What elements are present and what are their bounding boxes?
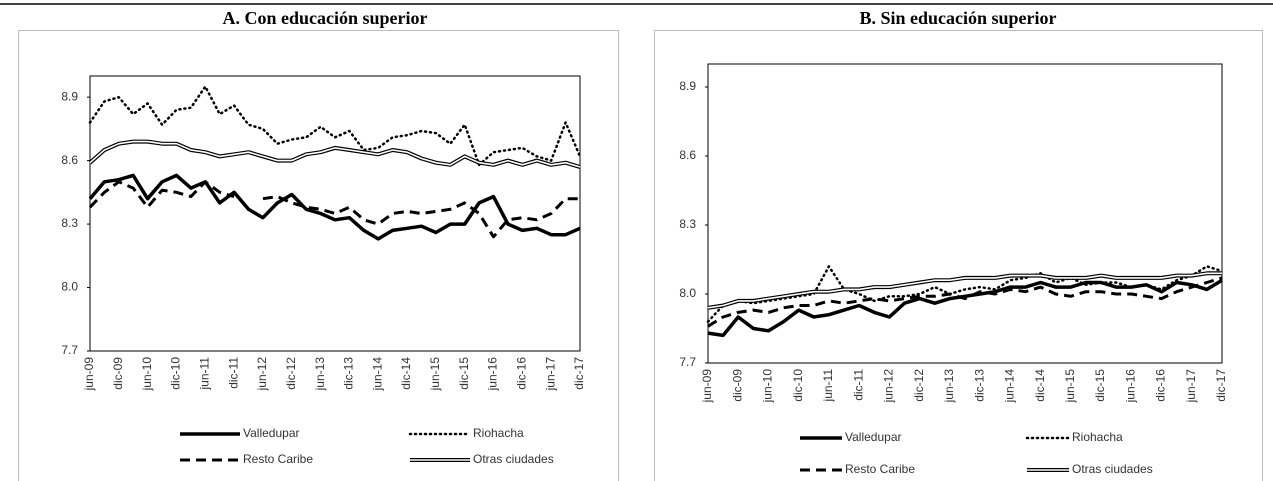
x-tick-label: jun-09 [700, 369, 714, 404]
series-line [88, 139, 581, 169]
legend-label: Otras ciudades [1072, 462, 1153, 476]
x-tick-label: jun-09 [82, 357, 96, 392]
x-tick-label: jun-16 [1123, 369, 1137, 404]
legend-label: Valledupar [243, 426, 299, 440]
x-tick-label: dic-12 [284, 357, 298, 390]
x-tick-label: dic-16 [515, 357, 529, 390]
y-tick-label: 8.6 [679, 148, 696, 162]
chart-title: B. Sin educación superior [859, 8, 1056, 28]
x-tick-label: dic-09 [111, 357, 125, 390]
legend-label: Riohacha [473, 426, 524, 440]
y-tick-label: 8.6 [61, 153, 78, 167]
series-line-inner [89, 140, 581, 168]
x-tick-label: dic-13 [342, 357, 356, 390]
series-line [88, 180, 580, 239]
x-tick-label: jun-17 [1184, 369, 1198, 404]
y-tick-label: 8.0 [679, 286, 696, 300]
y-tick-label: 8.0 [61, 280, 78, 294]
x-tick-label: jun-16 [486, 357, 500, 392]
legend-label: Resto Caribe [845, 462, 915, 476]
x-tick-label: jun-12 [882, 369, 896, 404]
x-tick-label: dic-09 [730, 369, 744, 402]
series-line [706, 265, 1224, 323]
legend-label: Valledupar [845, 430, 901, 444]
x-tick-label: jun-12 [255, 357, 269, 392]
x-tick-label: jun-13 [313, 357, 327, 392]
x-tick-label: jun-15 [428, 357, 442, 392]
x-tick-label: jun-14 [1003, 369, 1017, 404]
x-tick-label: dic-10 [169, 357, 183, 390]
x-tick-label: dic-17 [572, 357, 586, 390]
y-tick-label: 8.3 [61, 216, 78, 230]
series-line-inner [707, 272, 1222, 309]
x-tick-label: jun-10 [140, 357, 154, 392]
x-tick-label: dic-10 [791, 369, 805, 402]
x-tick-label: jun-10 [761, 369, 775, 404]
chart-title: A. Con educación superior [222, 8, 427, 28]
x-tick-label: dic-13 [972, 369, 986, 402]
series-line [88, 85, 582, 167]
x-tick-label: jun-11 [197, 357, 211, 391]
plot-frame [707, 63, 1223, 364]
legend-label: Riohacha [1072, 430, 1123, 444]
series-line [707, 276, 1223, 328]
x-tick-label: dic-16 [1154, 369, 1168, 402]
x-tick-label: jun-11 [821, 369, 835, 403]
legend-label: Resto Caribe [243, 452, 313, 466]
series-line [88, 173, 581, 241]
x-tick-label: dic-15 [457, 357, 471, 390]
panel-a [18, 30, 619, 481]
x-tick-label: jun-14 [370, 357, 384, 392]
x-tick-label: dic-11 [226, 357, 240, 389]
y-tick-label: 8.3 [679, 217, 696, 231]
x-tick-label: dic-12 [912, 369, 926, 402]
plot-frame [89, 75, 581, 352]
y-tick-label: 8.9 [61, 89, 78, 103]
x-tick-label: jun-17 [543, 357, 557, 392]
x-tick-label: dic-11 [851, 369, 865, 401]
y-tick-label: 7.7 [61, 343, 78, 357]
x-tick-label: jun-15 [1063, 369, 1077, 404]
y-tick-label: 8.9 [679, 79, 696, 93]
x-tick-label: dic-14 [399, 357, 413, 390]
x-tick-label: dic-15 [1093, 369, 1107, 402]
y-tick-label: 7.7 [679, 355, 696, 369]
x-tick-label: jun-13 [942, 369, 956, 404]
x-tick-label: dic-17 [1214, 369, 1228, 402]
legend-label: Otras ciudades [473, 452, 554, 466]
x-tick-label: dic-14 [1033, 369, 1047, 402]
panel-b [654, 30, 1263, 481]
